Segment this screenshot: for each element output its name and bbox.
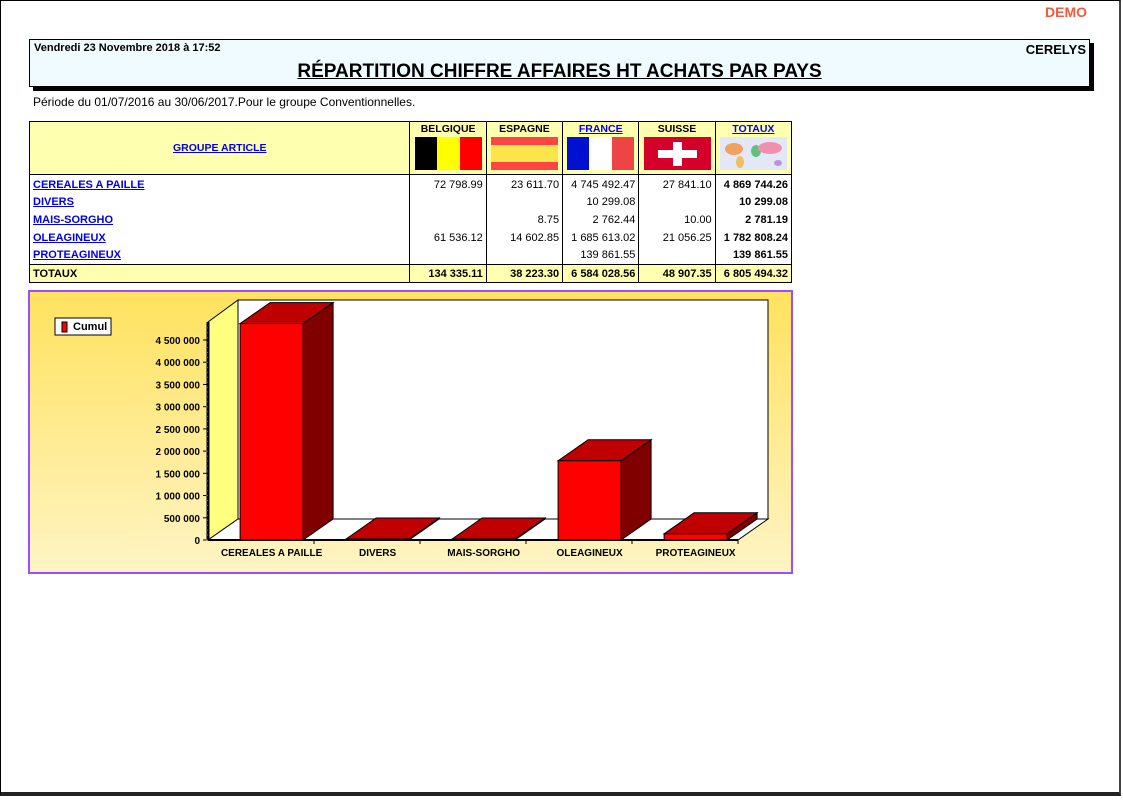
total-value: 6 805 494.32 [714,264,793,283]
y-tick-label: 0 [194,536,200,547]
company-name: CERELYS [1025,42,1086,57]
row-link[interactable]: CEREALES A PAILLE [33,178,145,191]
y-tick-label: 2 000 000 [156,447,201,458]
bar-front [345,538,410,541]
total-value: 6 584 028.56 [562,264,640,283]
column-label[interactable]: TOTAUX [732,123,775,135]
switzerland-flag-icon [643,137,711,170]
row-link[interactable]: MAIS-SORGHO [33,213,114,226]
y-tick-label: 3 000 000 [156,403,201,414]
bar-proteagineux [662,511,759,541]
bar-front [451,538,516,541]
row-link[interactable]: OLEAGINEUX [33,231,106,244]
column-header-france[interactable]: FRANCE [562,121,640,175]
row-link[interactable]: PROTEAGINEUX [33,249,122,262]
column-label: BELGIQUE [420,123,476,135]
total-value: 134 335.11 [409,264,487,283]
bar-front [239,323,304,541]
bar-divers [344,517,441,541]
demo-watermark: DEMO [1045,4,1087,20]
x-tick-label: DIVERS [359,548,397,559]
table-row: OLEAGINEUX 61 536.12 14 602.85 1 685 613.02… [28,228,793,247]
x-tick-label: PROTEAGINEUX [656,548,736,559]
legend-label: Cumul [73,321,107,333]
column-label: SUISSE [657,123,697,135]
france-flag-icon [567,137,635,170]
cell-value: 1 685 613.02 [562,228,640,247]
cell-value: 4 869 744.26 [714,174,793,193]
report-header: Vendredi 23 Novembre 2018 à 17:52 CERELY… [29,39,1090,87]
bar-side [302,301,334,541]
left-wall [207,299,239,541]
cell-value: 10 299.08 [562,192,640,211]
total-value: 48 907.35 [638,264,716,283]
data-table: GROUPE ARTICLE BELGIQUE ESPAGNE FRANCE SUIS… [28,121,793,283]
column-header-espagne: ESPAGNE [485,121,564,175]
x-tick-label: MAIS-SORGHO [447,548,520,559]
report-date: Vendredi 23 Novembre 2018 à 17:52 [34,42,221,54]
bar-oleagineux [556,438,653,541]
column-header-belgique: BELGIQUE [409,121,487,175]
group-article-header-link[interactable]: GROUPE ARTICLE [172,142,267,154]
cell-value: 2 762.44 [562,210,640,229]
totals-label: TOTAUX [28,264,411,283]
table-row: MAIS-SORGHO 8.75 2 762.44 10.00 2 781.19 [28,210,793,229]
cell-value: 27 841.10 [638,174,716,193]
cell-value: 61 536.12 [409,228,487,247]
y-tick-label: 1 500 000 [156,469,201,480]
y-tick-label: 1 000 000 [156,492,201,503]
column-header-suisse: SUISSE [638,121,716,175]
column-label[interactable]: FRANCE [578,123,623,135]
page-title: RÉPARTITION CHIFFRE AFFAIRES HT ACHATS P… [297,61,822,82]
period-text: Période du 01/07/2016 au 30/06/2017.Pour… [33,95,416,109]
table-row: CEREALES A PAILLE 72 798.99 23 611.70 4 745… [28,174,793,193]
legend: Cumul [54,317,112,336]
table-row: PROTEAGINEUX 139 861.55 139 861.55 [28,246,793,265]
cell-value: 14 602.85 [485,228,564,247]
belgium-flag-icon [414,137,482,170]
row-link[interactable]: DIVERS [33,195,74,208]
bar-front [557,460,622,541]
cell-value: 10 299.08 [714,192,793,211]
y-tick-label: 3 500 000 [156,380,201,391]
spain-flag-icon [490,137,558,170]
total-value: 38 223.30 [485,264,564,283]
bar-front [663,533,728,541]
cell-value: 10.00 [638,210,716,229]
bar-mais-sorgho [450,517,547,541]
column-label: ESPAGNE [499,123,550,135]
cell-value: 1 782 808.24 [714,228,793,247]
cell-value: 2 781.19 [714,210,793,229]
cell-value: 23 611.70 [485,174,564,193]
world-map-icon [719,137,787,170]
y-tick-label: 4 000 000 [156,358,201,369]
cell-value: 72 798.99 [409,174,487,193]
y-tick-label: 4 500 000 [156,336,201,347]
table-row: DIVERS 10 299.08 10 299.08 [28,192,793,211]
bar-cereales-a-paille [238,301,335,541]
x-tick-label: OLEAGINEUX [557,548,623,559]
x-tick-label: CEREALES A PAILLE [221,548,323,559]
cell-value: 21 056.25 [638,228,716,247]
y-tick-label: 2 500 000 [156,425,201,436]
cell-value: 139 861.55 [714,246,793,265]
legend-swatch [61,321,68,333]
y-tick-label: 500 000 [164,514,201,525]
column-header-totaux[interactable]: TOTAUX [714,121,793,175]
cell-value: 4 745 492.47 [562,174,640,193]
